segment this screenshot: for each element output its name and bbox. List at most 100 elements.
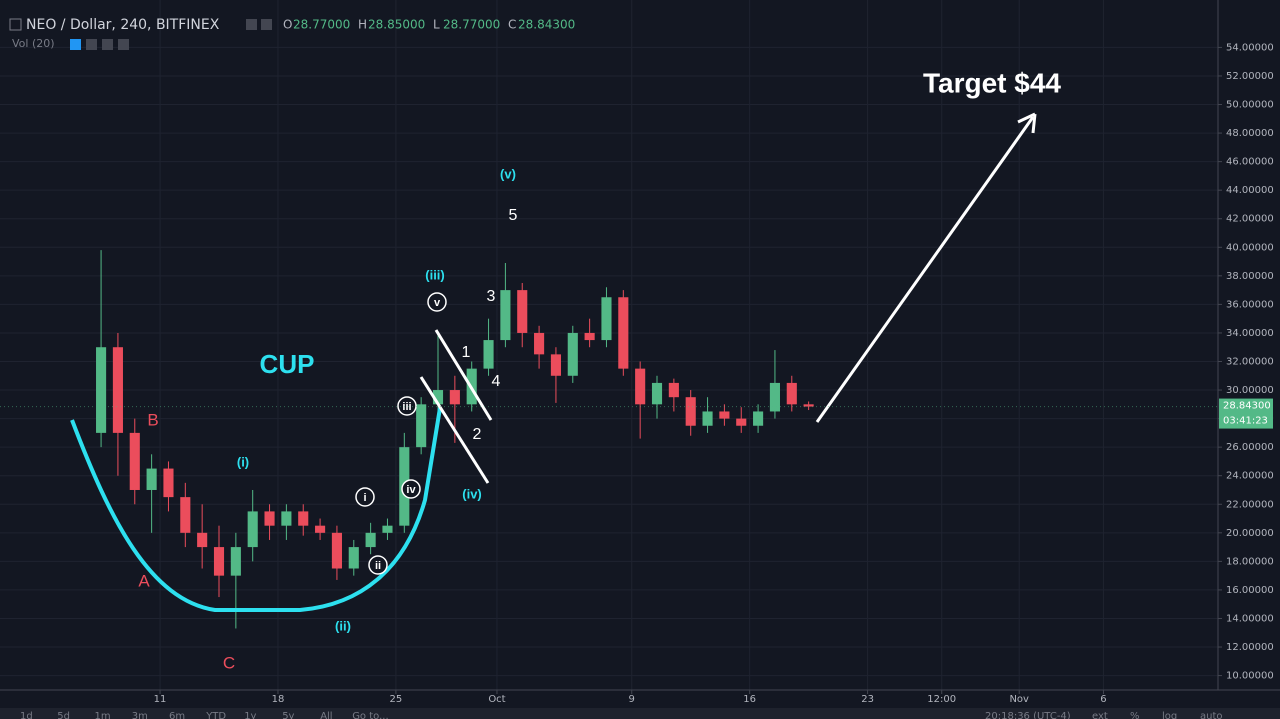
- y-tick-label: 52.00000: [1226, 71, 1274, 82]
- eye-icon[interactable]: [70, 39, 81, 50]
- y-tick-label: 38.00000: [1226, 271, 1274, 282]
- y-tick-label: 16.00000: [1226, 585, 1274, 596]
- candle-body: [281, 511, 292, 526]
- annotation: 3: [487, 288, 496, 305]
- candle-body: [180, 497, 191, 533]
- last-price-tag: [1219, 398, 1273, 429]
- range-button[interactable]: 1d: [20, 711, 33, 719]
- annotation: CUP: [260, 349, 315, 379]
- collapse-icon[interactable]: [9, 18, 22, 31]
- bottom-toolbar: [0, 708, 1280, 719]
- candle-body: [719, 411, 730, 419]
- range-button[interactable]: Go to...: [352, 711, 388, 719]
- settings-icon[interactable]: [261, 19, 272, 30]
- annotation: (i): [237, 454, 249, 469]
- channel-line: [434, 329, 493, 421]
- x-tick-label: Oct: [488, 694, 505, 705]
- candle-body: [264, 511, 275, 526]
- candle-body: [702, 411, 713, 426]
- candle-body: [348, 547, 359, 569]
- annotation: 1: [462, 344, 471, 361]
- y-tick-label: 46.00000: [1226, 157, 1274, 168]
- y-tick-label: 30.00000: [1226, 385, 1274, 396]
- x-tick-label: 9: [629, 694, 635, 705]
- channel-line: [419, 376, 490, 484]
- hide-icon[interactable]: [246, 19, 257, 30]
- y-tick-label: 24.00000: [1226, 471, 1274, 482]
- ohlc-value: 28.77000: [443, 18, 500, 32]
- candle-body: [668, 382, 679, 398]
- annotation: 2: [473, 426, 482, 443]
- annotation: 4: [492, 373, 501, 390]
- wave-label: i: [363, 492, 366, 504]
- wave-circle: [401, 479, 421, 499]
- x-tick-label: Nov: [1009, 694, 1029, 705]
- y-tick-label: 18.00000: [1226, 556, 1274, 567]
- candle-body: [567, 332, 578, 376]
- y-tick-label: 26.00000: [1226, 442, 1274, 453]
- close-icon[interactable]: [118, 39, 129, 50]
- candle-body: [736, 418, 747, 426]
- range-button[interactable]: All: [320, 711, 332, 719]
- candle-body: [651, 382, 663, 405]
- ohlc-key: O: [283, 18, 292, 32]
- y-tick-label: 22.00000: [1226, 499, 1274, 510]
- candle-body: [601, 297, 612, 341]
- range-button[interactable]: YTD: [205, 711, 226, 719]
- y-tick-label: 44.00000: [1226, 185, 1274, 196]
- candle-body: [769, 382, 780, 412]
- candle-body: [803, 404, 814, 407]
- candle-body: [365, 532, 376, 548]
- candle-body: [247, 511, 258, 548]
- range-button[interactable]: 5y: [282, 711, 294, 719]
- wave-label: ii: [375, 560, 381, 572]
- y-tick-label: 48.00000: [1226, 128, 1274, 139]
- candle-body: [197, 532, 208, 548]
- toolbar-option[interactable]: log: [1162, 711, 1177, 719]
- ohlc-value: 28.77000: [293, 18, 350, 32]
- candle-body: [432, 390, 444, 405]
- range-button[interactable]: 5d: [57, 711, 70, 719]
- candle-body: [298, 511, 309, 526]
- toolbar-option[interactable]: ext: [1092, 711, 1108, 719]
- y-tick-label: 34.00000: [1226, 328, 1274, 339]
- range-button[interactable]: 6m: [169, 711, 185, 719]
- annotation: (iv): [462, 486, 482, 501]
- last-price-label: 28.84300: [1223, 401, 1271, 412]
- price-axis: [1218, 0, 1280, 690]
- y-tick-label: 10.00000: [1226, 671, 1274, 682]
- candle-body: [315, 525, 326, 533]
- symbol-title[interactable]: NEO / Dollar, 240, BITFINEX: [26, 17, 220, 33]
- candle-body: [449, 390, 460, 405]
- countdown: 03:41:23: [1223, 416, 1268, 427]
- y-tick-label: 36.00000: [1226, 299, 1274, 310]
- toolbar-option[interactable]: auto: [1200, 711, 1223, 719]
- settings-icon[interactable]: [86, 39, 97, 50]
- x-tick-label: 18: [272, 694, 285, 705]
- x-tick-label: 25: [390, 694, 403, 705]
- candle-body: [500, 290, 511, 341]
- annotation: C: [223, 653, 235, 672]
- range-button[interactable]: 3m: [132, 711, 148, 719]
- arrow-head: [1017, 112, 1037, 134]
- volume-label[interactable]: Vol (20): [12, 37, 55, 50]
- axes: 10.00000 12.00000 14.00000 16.00000 18.00000…: [0, 42, 1274, 705]
- candle-body: [213, 547, 225, 576]
- candle-body: [786, 382, 797, 405]
- candle-body: [146, 468, 157, 490]
- range-button[interactable]: 1m: [94, 711, 110, 719]
- candle-body: [382, 525, 393, 533]
- candle-body: [129, 432, 140, 490]
- toolbar-option[interactable]: %: [1130, 711, 1140, 719]
- source-icon[interactable]: [102, 39, 113, 50]
- annotation: (v): [500, 166, 516, 181]
- range-button[interactable]: 1y: [244, 711, 256, 719]
- y-tick-label: 54.00000: [1226, 42, 1274, 53]
- candle-body: [685, 397, 696, 426]
- candle-body: [230, 547, 241, 576]
- cup-curve: [70, 407, 442, 612]
- wave-label: v: [434, 297, 441, 309]
- candle-body: [534, 332, 545, 355]
